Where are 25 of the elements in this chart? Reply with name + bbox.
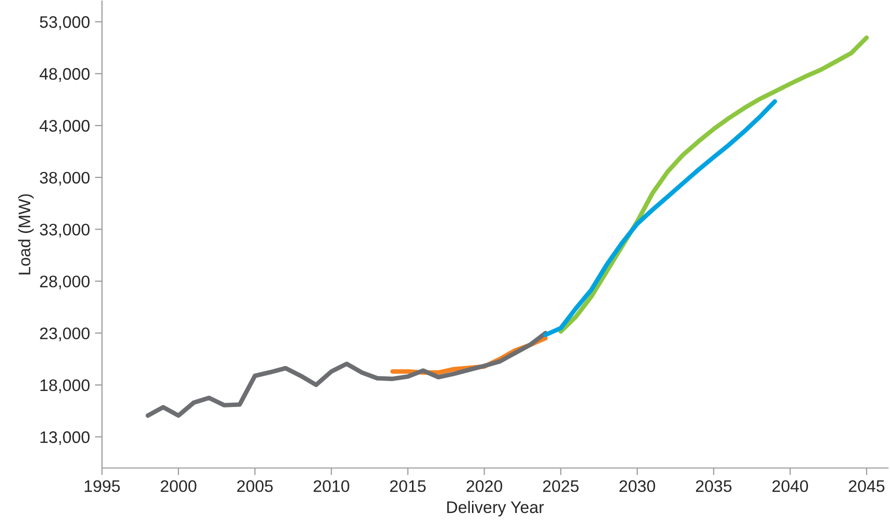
x-tick-label: 2045 (848, 480, 884, 492)
x-tick-label: 2020 (466, 480, 502, 492)
y-tick-label: 43,000 (40, 120, 90, 134)
x-tick-label: 2035 (696, 480, 732, 492)
x-tick-label: 2030 (620, 480, 656, 492)
line-series (558, 36, 869, 334)
x-tick-label: 2010 (314, 480, 350, 492)
y-tick-label: 28,000 (40, 276, 90, 290)
y-tick-label: 48,000 (40, 68, 90, 82)
x-tick-label: 2025 (543, 480, 579, 492)
y-tick-label: 18,000 (40, 379, 90, 394)
line-series (543, 99, 778, 338)
y-tick-label: 13,000 (40, 431, 90, 446)
x-axis-title: Delivery Year (447, 500, 544, 516)
x-tick-label: 2000 (160, 480, 196, 492)
x-tick-label: 2040 (772, 480, 808, 492)
y-tick-label: 33,000 (40, 224, 90, 238)
line-series (146, 330, 548, 418)
y-tick-label: 23,000 (40, 327, 90, 342)
y-axis-title: Load (MW) (18, 194, 34, 274)
x-tick-label: 2015 (390, 480, 426, 492)
y-tick-label: 38,000 (40, 172, 90, 186)
y-tick-label: 53,000 (40, 16, 90, 30)
x-tick-label: 2005 (237, 480, 273, 492)
x-tick-label: 1995 (84, 480, 120, 492)
